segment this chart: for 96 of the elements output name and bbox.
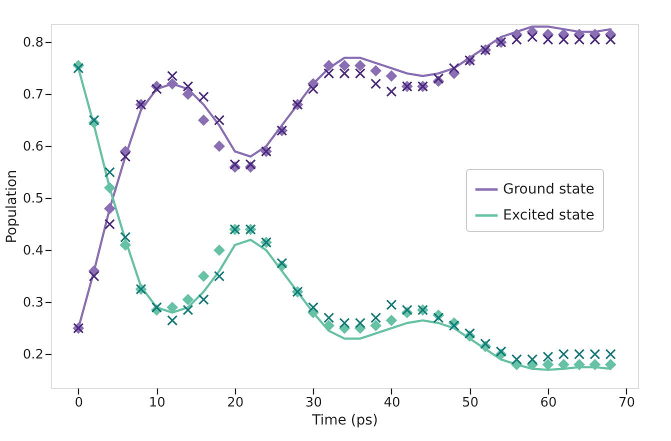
point	[354, 318, 366, 328]
legend-label: Excited state	[503, 208, 594, 224]
point	[88, 270, 100, 282]
point	[386, 86, 397, 97]
point	[433, 312, 444, 324]
legend-label: Ground state	[503, 182, 594, 198]
point	[339, 318, 350, 328]
point	[370, 312, 382, 324]
point	[527, 354, 538, 365]
point	[354, 60, 366, 72]
point	[339, 68, 350, 79]
point	[104, 182, 116, 194]
point	[182, 294, 194, 306]
point	[604, 358, 616, 370]
y-tick-label: 0.6	[22, 140, 44, 155]
point	[589, 358, 601, 370]
point	[496, 346, 506, 357]
point	[402, 304, 412, 316]
point	[354, 68, 366, 79]
point	[590, 348, 600, 360]
point	[88, 114, 100, 126]
x-tick-label: 30	[305, 396, 322, 410]
point	[386, 300, 397, 310]
point	[198, 114, 210, 126]
point	[558, 348, 569, 360]
point	[480, 338, 491, 350]
point	[558, 358, 570, 370]
point	[542, 34, 554, 45]
y-tick-label: 0.4	[22, 244, 44, 259]
point	[323, 320, 335, 332]
x-tick-label: 50	[462, 396, 478, 410]
point	[167, 70, 178, 82]
point	[386, 314, 398, 326]
point	[527, 32, 538, 42]
point	[590, 34, 600, 45]
y-tick-label: 0.3	[22, 296, 44, 311]
point	[605, 348, 616, 360]
x-tick-label: 60	[540, 396, 557, 410]
point	[276, 258, 288, 268]
point	[104, 202, 116, 214]
x-axis-title: Time (ps)	[311, 412, 378, 428]
point	[230, 159, 240, 170]
point	[120, 239, 132, 251]
y-tick-label: 0.7	[22, 88, 44, 103]
point	[182, 88, 194, 100]
point	[198, 270, 210, 282]
point	[308, 302, 318, 313]
point	[214, 140, 225, 152]
point	[120, 151, 131, 162]
point	[386, 70, 398, 82]
point	[323, 60, 335, 72]
point	[542, 352, 554, 362]
point	[214, 114, 225, 126]
x-tick-label: 20	[227, 396, 244, 410]
point	[574, 34, 585, 45]
point	[308, 84, 318, 94]
point	[198, 294, 209, 305]
x-tick-label: 70	[618, 396, 636, 410]
point	[104, 166, 115, 178]
point	[464, 328, 475, 339]
point	[605, 34, 616, 45]
point	[151, 302, 162, 313]
point	[558, 34, 569, 45]
point	[448, 62, 460, 74]
point	[511, 354, 522, 365]
point	[214, 244, 225, 256]
point	[511, 34, 522, 45]
point	[151, 84, 162, 94]
point	[448, 320, 460, 331]
point	[166, 78, 178, 90]
y-tick-label: 0.5	[22, 192, 44, 207]
point	[245, 159, 256, 170]
point	[73, 62, 84, 74]
y-axis-title: Population	[4, 170, 20, 244]
point	[324, 68, 334, 79]
point	[104, 218, 115, 230]
point	[574, 348, 585, 360]
point	[167, 315, 178, 326]
point	[198, 92, 209, 102]
point	[370, 65, 382, 76]
point	[338, 60, 350, 72]
point	[433, 73, 444, 84]
point	[182, 81, 194, 92]
x-tick-label: 0	[74, 396, 84, 410]
x-tick-label: 10	[148, 396, 166, 410]
point	[182, 304, 194, 316]
y-tick-label: 0.8	[22, 36, 44, 51]
point	[120, 232, 131, 242]
y-tick-label: 0.2	[22, 348, 44, 363]
point	[324, 312, 334, 324]
point	[370, 78, 382, 90]
x-tick-label: 40	[384, 396, 400, 410]
point	[574, 358, 585, 370]
point	[214, 270, 225, 282]
point	[370, 320, 382, 332]
point	[542, 358, 554, 370]
